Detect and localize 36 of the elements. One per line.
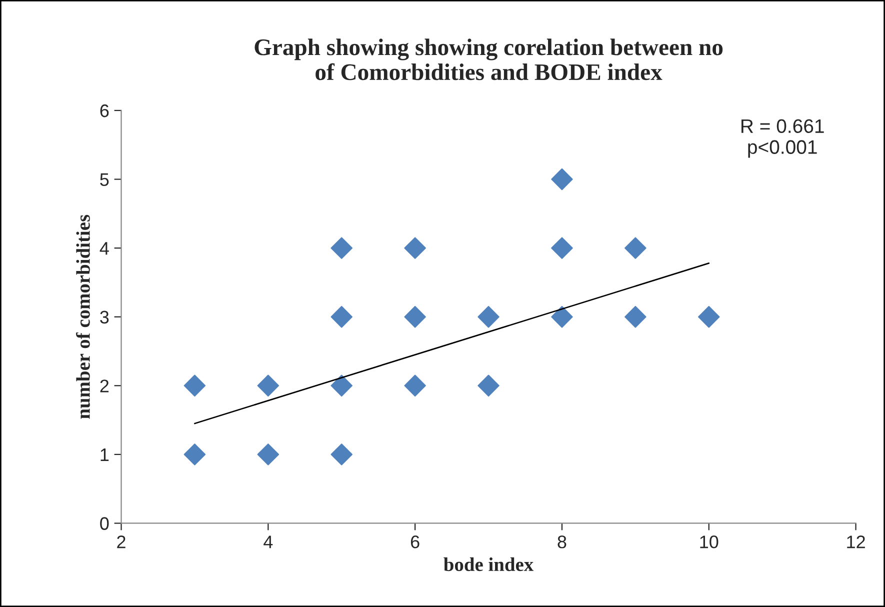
- point: [551, 306, 573, 328]
- y-tick-label: 3: [100, 310, 109, 324]
- x-tick-label: 8: [558, 536, 566, 548]
- x-tick-label: 4: [264, 536, 273, 548]
- point: [404, 306, 426, 328]
- point: [551, 168, 573, 190]
- x-tick-label: 10: [700, 536, 718, 548]
- y-tick-label: 2: [100, 380, 109, 392]
- point: [184, 444, 206, 466]
- point: [624, 237, 646, 259]
- point: [551, 237, 573, 259]
- y-tick-label: 1: [100, 448, 109, 461]
- point: [330, 237, 352, 259]
- y-tick-label: 6: [100, 104, 109, 118]
- x-tick-label: 12: [847, 536, 865, 548]
- point: [257, 374, 280, 397]
- point: [330, 444, 352, 466]
- point: [478, 374, 500, 397]
- y-tick-label: 5: [100, 173, 109, 186]
- x-tick-label: 6: [410, 536, 420, 548]
- point: [478, 306, 500, 328]
- point: [330, 374, 352, 397]
- annotation: R = 0.661 p<0.001: [742, 119, 824, 158]
- y-axis-title: number of comorbidities: [76, 214, 90, 419]
- point: [404, 237, 426, 259]
- y-tick-label: 0: [100, 517, 109, 530]
- point: [330, 306, 352, 328]
- point: [257, 444, 280, 466]
- x-tick-label: 2: [117, 536, 126, 548]
- point: [404, 374, 426, 397]
- x-axis-title: bode index: [444, 557, 534, 572]
- y-tick-label: 4: [100, 242, 109, 255]
- chart-title: Graph showing showing corelation between no of Comorbidities and BODE index: [254, 38, 723, 80]
- point: [624, 306, 646, 328]
- point: [184, 374, 206, 397]
- point: [698, 306, 720, 328]
